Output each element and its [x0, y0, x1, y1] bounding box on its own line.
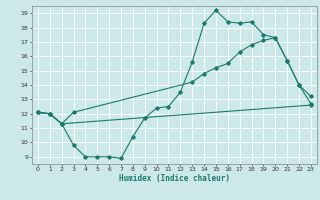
X-axis label: Humidex (Indice chaleur): Humidex (Indice chaleur) [119, 174, 230, 183]
